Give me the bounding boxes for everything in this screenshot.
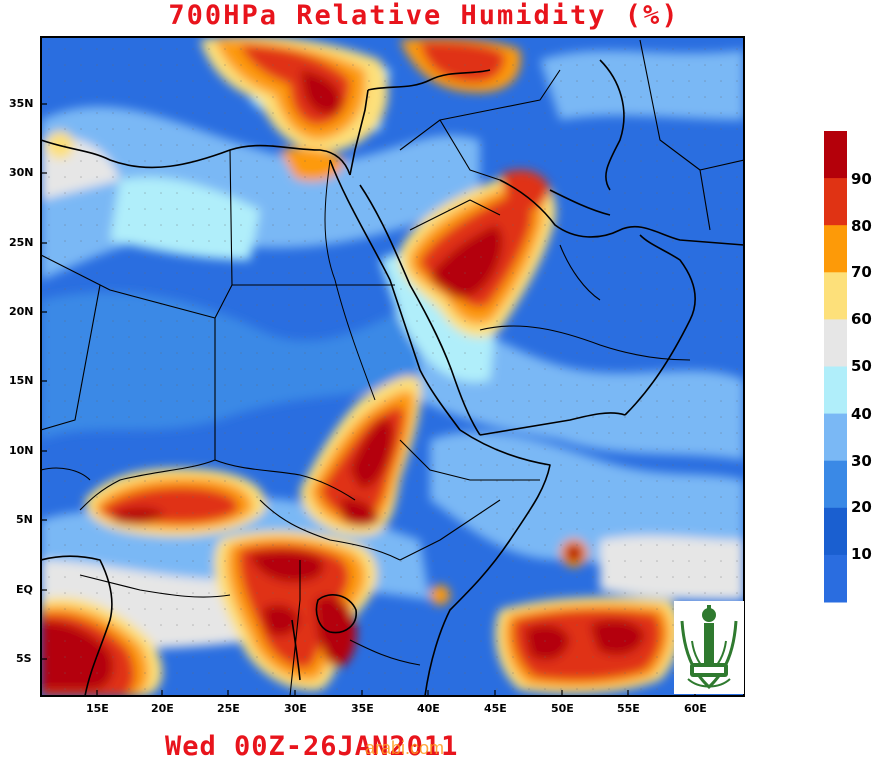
lon-label: 40E bbox=[417, 702, 440, 715]
colorbar-swatch bbox=[824, 507, 847, 556]
colorbar-swatch bbox=[824, 413, 847, 462]
colorbar bbox=[824, 131, 847, 603]
lat-label: 5N bbox=[16, 513, 33, 526]
lat-label: 5S bbox=[16, 652, 32, 665]
colorbar-label: 90 bbox=[851, 170, 872, 188]
colorbar-label: 30 bbox=[851, 452, 872, 470]
humidity-field bbox=[41, 37, 744, 696]
colorbar-swatch bbox=[824, 225, 847, 273]
colorbar-label: 50 bbox=[851, 357, 872, 375]
lat-label: 25N bbox=[9, 236, 34, 249]
colorbar-swatch bbox=[824, 460, 847, 509]
lon-label: 30E bbox=[284, 702, 307, 715]
colorbar-swatch bbox=[824, 319, 847, 367]
colorbar-label: 60 bbox=[851, 310, 872, 328]
lat-label: 35N bbox=[9, 97, 34, 110]
lon-label: 50E bbox=[551, 702, 574, 715]
lon-label: 60E bbox=[684, 702, 707, 715]
colorbar-label: 40 bbox=[851, 405, 872, 423]
lat-label: 10N bbox=[9, 444, 34, 457]
colorbar-label: 20 bbox=[851, 498, 872, 516]
university-logo bbox=[674, 601, 744, 694]
colorbar-swatch bbox=[824, 131, 847, 179]
colorbar-label: 80 bbox=[851, 217, 872, 235]
colorbar-swatch bbox=[824, 554, 847, 603]
lat-label: 15N bbox=[9, 374, 34, 387]
watermark: arabi.com bbox=[365, 738, 445, 758]
colorbar-label: 70 bbox=[851, 263, 872, 281]
colorbar-label: 10 bbox=[851, 545, 872, 563]
map-title: 700HPa Relative Humidity (%) bbox=[168, 0, 680, 31]
lon-label: 15E bbox=[86, 702, 109, 715]
lat-label: 30N bbox=[9, 166, 34, 179]
colorbar-swatch bbox=[824, 366, 847, 415]
lon-label: 20E bbox=[151, 702, 174, 715]
colorbar-swatch bbox=[824, 178, 847, 226]
lat-label: 20N bbox=[9, 305, 34, 318]
lon-label: 55E bbox=[617, 702, 640, 715]
lat-label: EQ bbox=[16, 583, 33, 596]
lon-label: 35E bbox=[351, 702, 374, 715]
lon-label: 25E bbox=[217, 702, 240, 715]
valid-time: Wed 00Z-26JAN2011 bbox=[165, 731, 459, 762]
colorbar-swatch bbox=[824, 272, 847, 320]
lon-label: 45E bbox=[484, 702, 507, 715]
axis-ticks bbox=[41, 103, 696, 696]
